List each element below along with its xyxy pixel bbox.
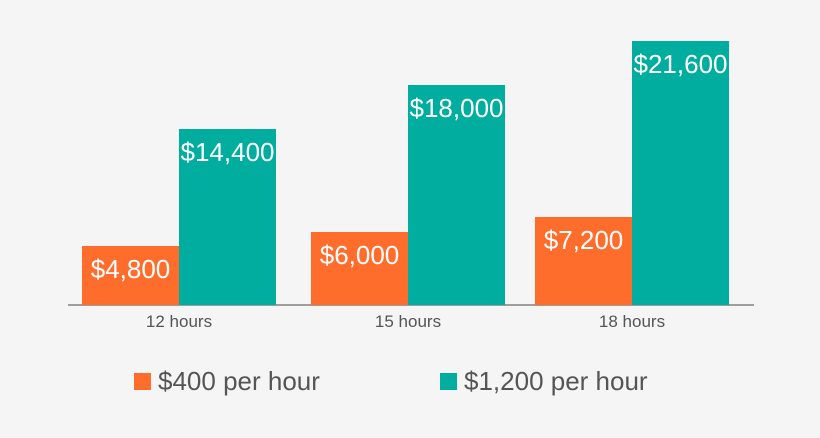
legend-label: $400 per hour bbox=[158, 366, 320, 396]
bar-0-0: $4,800 bbox=[82, 246, 179, 305]
bar-value-label: $14,400 bbox=[180, 137, 275, 167]
x-axis-tick-label: 12 hours bbox=[145, 312, 213, 331]
bar-value-label: $6,000 bbox=[319, 240, 400, 270]
legend-item-1200: $1,200 per hour bbox=[440, 366, 648, 397]
legend-swatch-orange bbox=[134, 373, 151, 390]
x-axis-tick-label: 18 hours bbox=[598, 312, 666, 331]
legend-label: $1,200 per hour bbox=[464, 366, 648, 396]
bar-2-1: $21,600 bbox=[632, 41, 729, 305]
bar-1-1: $18,000 bbox=[408, 85, 505, 305]
legend-swatch-teal bbox=[440, 373, 457, 390]
bar-2-0: $7,200 bbox=[535, 217, 632, 305]
bar-value-label: $18,000 bbox=[409, 93, 504, 123]
x-axis-tick-label: 15 hours bbox=[374, 312, 442, 331]
bar-0-1: $14,400 bbox=[179, 129, 276, 305]
bar-1-0: $6,000 bbox=[311, 232, 408, 305]
legend-item-400: $400 per hour bbox=[134, 366, 320, 397]
x-axis-line bbox=[68, 304, 754, 306]
bar-value-label: $4,800 bbox=[90, 254, 171, 284]
bar-value-label: $7,200 bbox=[543, 225, 624, 255]
bar-value-label: $21,600 bbox=[633, 49, 728, 79]
